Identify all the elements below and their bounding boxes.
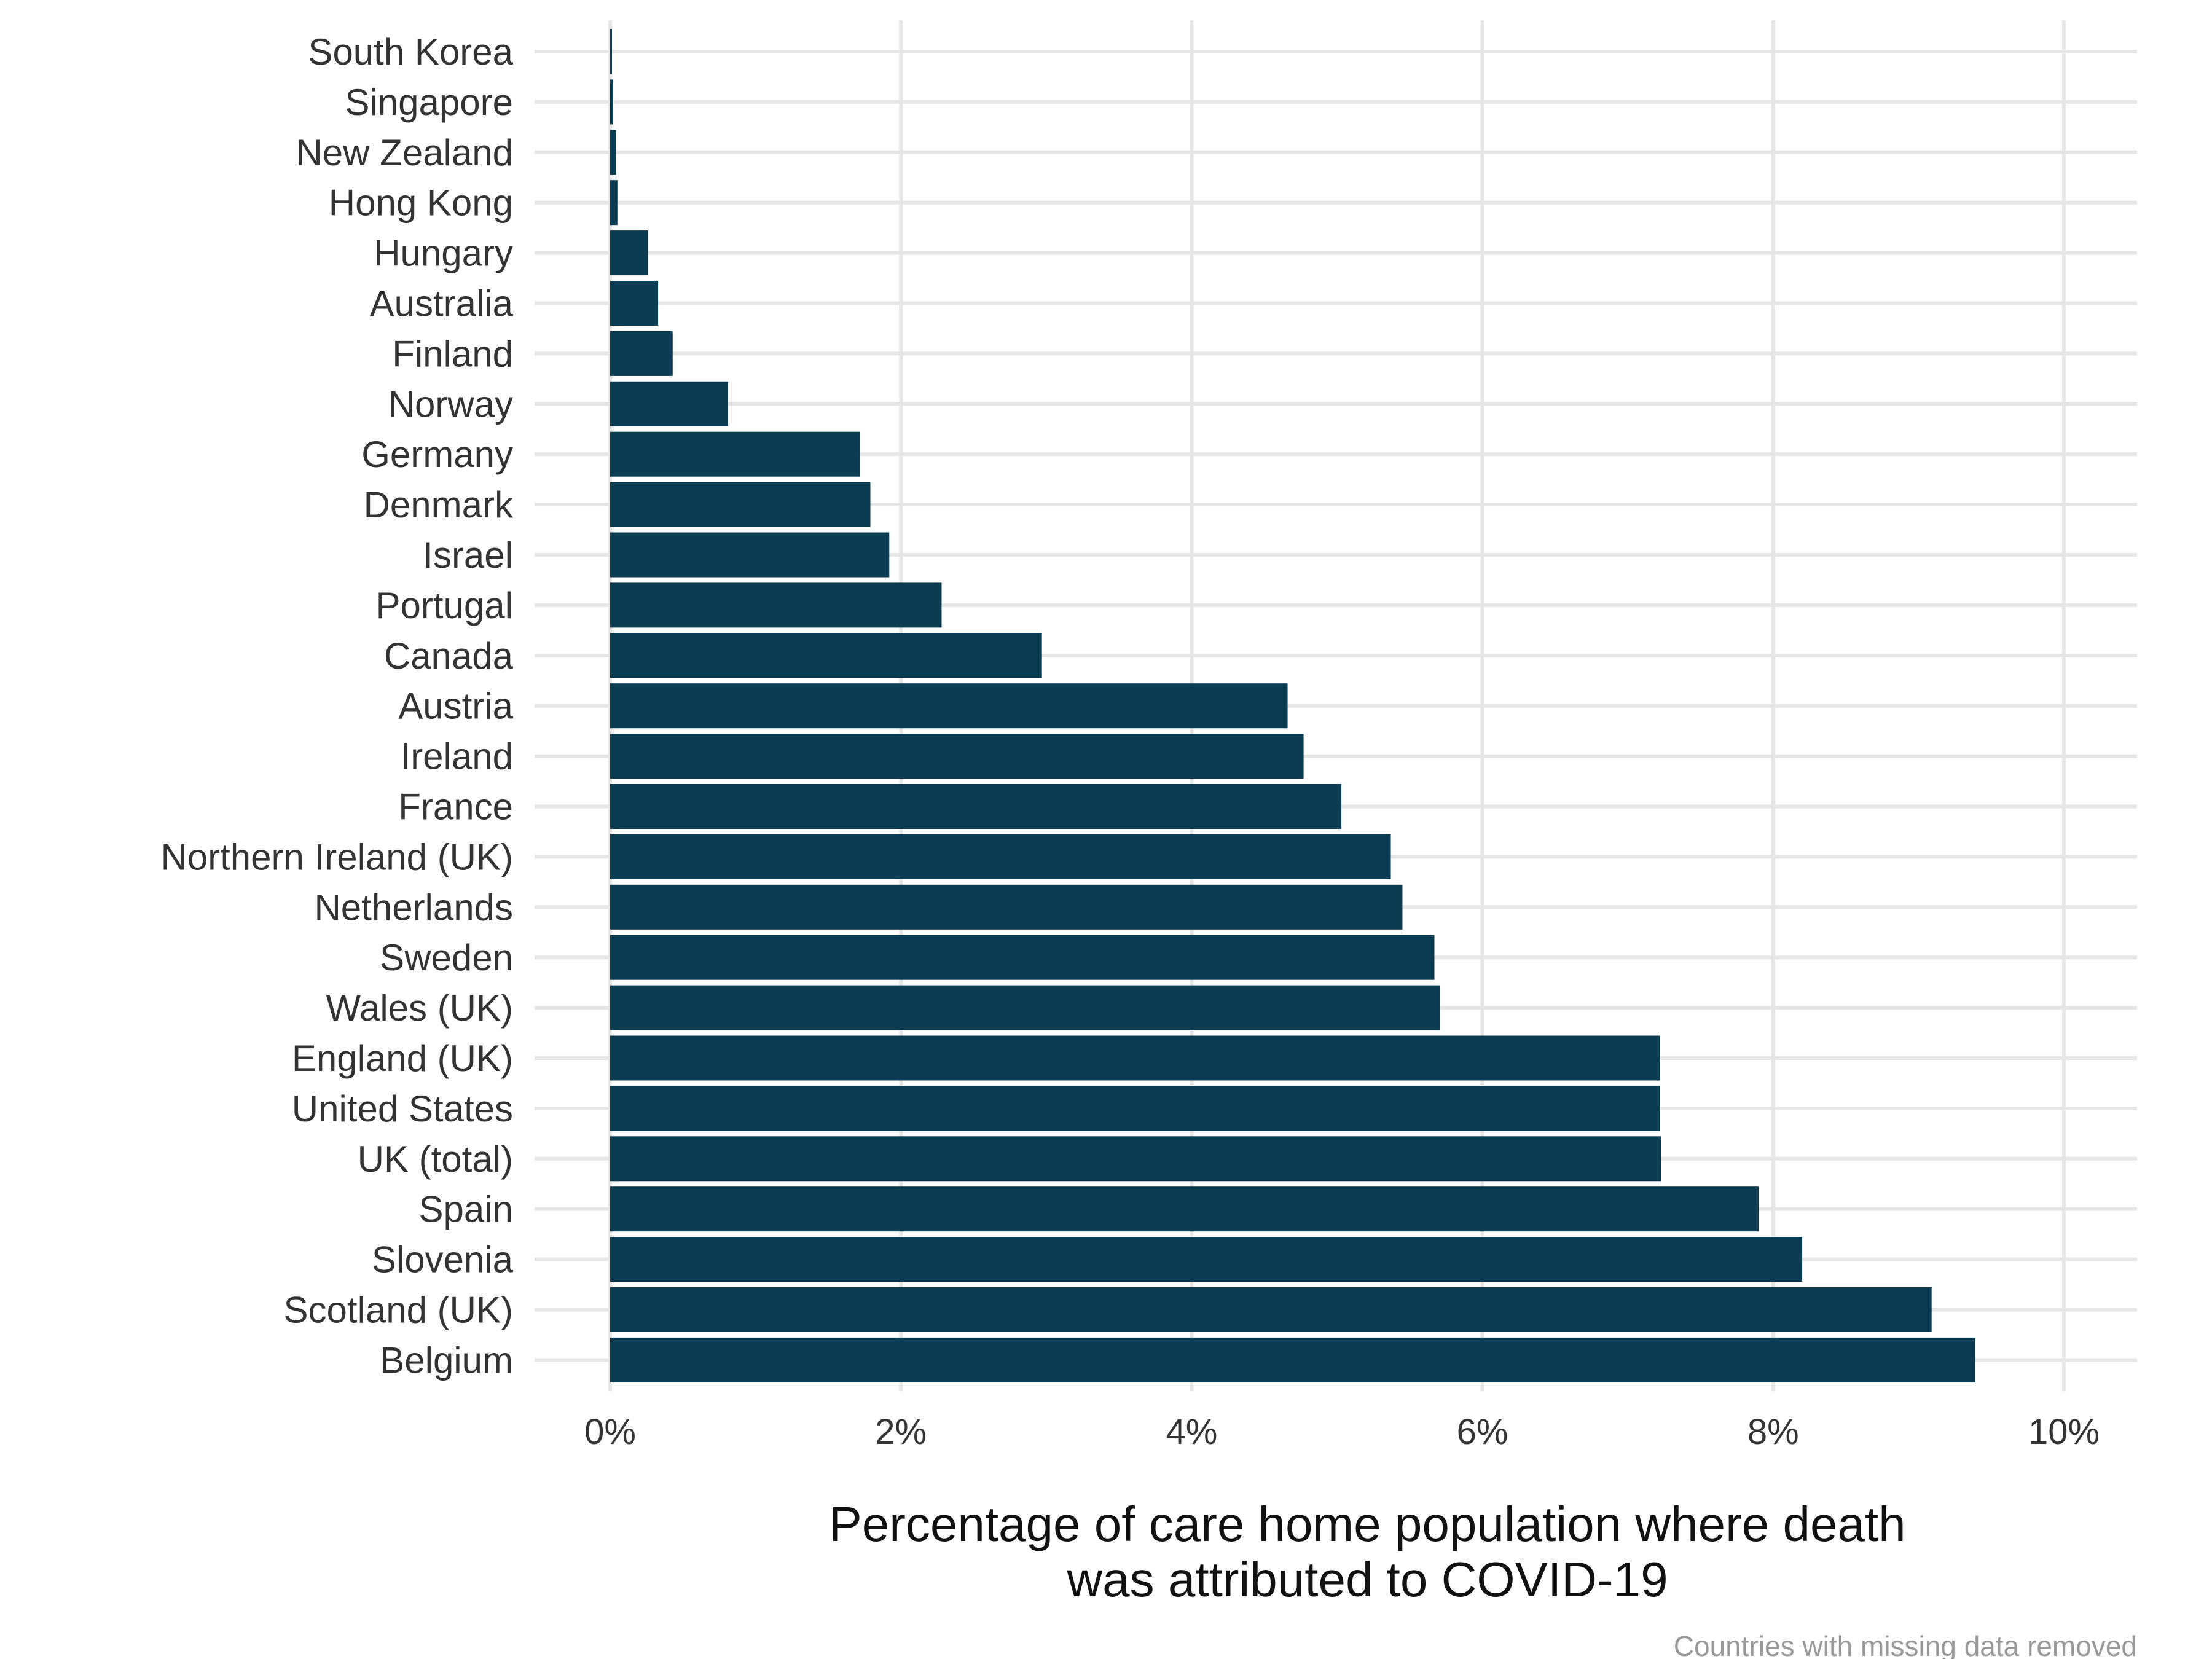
category-label: Singapore bbox=[345, 82, 513, 123]
bar bbox=[610, 734, 1304, 779]
bar bbox=[610, 281, 659, 326]
x-tick-label: 8% bbox=[1747, 1412, 1799, 1452]
category-label: Hong Kong bbox=[329, 182, 513, 224]
category-label: France bbox=[398, 786, 513, 828]
x-axis-tick-labels: 0% 2% 4% 6% 8% 10% bbox=[584, 1412, 2100, 1452]
category-label: Austria bbox=[398, 686, 513, 727]
bar bbox=[610, 230, 648, 276]
chart-caption: Countries with missing data removed bbox=[1674, 1630, 2137, 1659]
bar bbox=[610, 884, 1403, 930]
category-label: Ireland bbox=[401, 736, 513, 777]
category-label: Canada bbox=[384, 635, 514, 677]
bar bbox=[610, 381, 728, 426]
category-label: Northern Ireland (UK) bbox=[160, 836, 513, 877]
bar bbox=[610, 331, 673, 376]
category-label: Norway bbox=[388, 383, 513, 425]
bar bbox=[610, 1337, 1975, 1382]
category-label: Sweden bbox=[380, 937, 513, 978]
category-label: Belgium bbox=[380, 1339, 513, 1381]
x-tick-label: 10% bbox=[2028, 1412, 2100, 1452]
category-label: Scotland (UK) bbox=[284, 1290, 513, 1331]
category-labels: South Korea Singapore New Zealand Hong Kong… bbox=[160, 31, 514, 1381]
category-label: Wales (UK) bbox=[326, 987, 513, 1029]
bar bbox=[610, 532, 890, 578]
bar bbox=[610, 1237, 1803, 1282]
bar bbox=[610, 683, 1288, 729]
category-label: Germany bbox=[361, 434, 513, 475]
bar bbox=[610, 431, 860, 477]
bar bbox=[610, 784, 1342, 829]
x-axis-title-line-1: Percentage of care home population where… bbox=[829, 1497, 1905, 1551]
category-label: Finland bbox=[392, 333, 513, 374]
bar bbox=[610, 1186, 1759, 1232]
category-label: Australia bbox=[370, 283, 514, 324]
x-tick-label: 2% bbox=[875, 1412, 927, 1452]
category-label: Portugal bbox=[376, 585, 513, 626]
bar bbox=[610, 29, 612, 74]
category-label: UK (total) bbox=[358, 1139, 513, 1180]
category-label: Denmark bbox=[364, 484, 514, 525]
bar bbox=[610, 1287, 1932, 1332]
bar bbox=[610, 633, 1042, 678]
bar bbox=[610, 1086, 1660, 1131]
x-tick-label: 6% bbox=[1457, 1412, 1508, 1452]
category-label: Hungary bbox=[374, 233, 513, 274]
category-label: England (UK) bbox=[292, 1038, 513, 1079]
category-label: South Korea bbox=[308, 31, 513, 73]
bar bbox=[610, 180, 618, 226]
bar bbox=[610, 985, 1440, 1030]
bar bbox=[610, 582, 942, 628]
x-axis-title-line-2: was attributed to COVID-19 bbox=[1066, 1552, 1668, 1607]
x-tick-label: 0% bbox=[584, 1412, 636, 1452]
category-label: Netherlands bbox=[314, 887, 513, 928]
bar bbox=[610, 130, 616, 175]
category-label: Spain bbox=[419, 1189, 513, 1230]
bar bbox=[610, 1035, 1660, 1081]
bar bbox=[610, 482, 871, 527]
bar bbox=[610, 935, 1435, 980]
bar bbox=[610, 79, 613, 125]
bar bbox=[610, 1136, 1661, 1182]
category-label: Israel bbox=[423, 535, 513, 576]
category-label: United States bbox=[292, 1088, 513, 1129]
x-tick-label: 4% bbox=[1166, 1412, 1217, 1452]
bar bbox=[610, 834, 1391, 879]
bars bbox=[610, 29, 1975, 1382]
category-label: Slovenia bbox=[372, 1239, 514, 1281]
category-label: New Zealand bbox=[296, 132, 513, 173]
